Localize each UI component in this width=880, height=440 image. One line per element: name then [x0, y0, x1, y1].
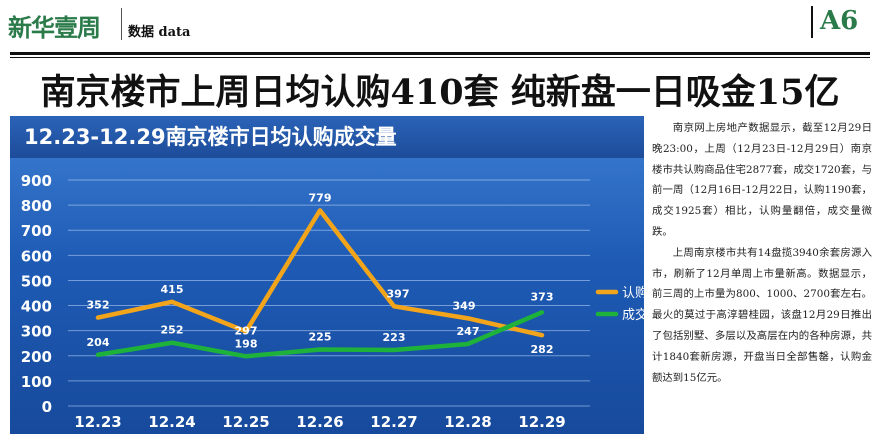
data-label: 779	[309, 191, 332, 204]
masthead: 新华壹周 数据 data A6	[0, 0, 880, 52]
legend-label: 认购	[622, 285, 644, 301]
x-tick-label: 12.25	[222, 413, 269, 431]
header-rule-thin	[10, 57, 870, 58]
legend-label: 成交	[622, 307, 644, 323]
y-tick-label: 300	[21, 323, 52, 341]
y-tick-label: 700	[21, 222, 52, 240]
page-number: A6	[820, 6, 859, 36]
data-label: 415	[161, 283, 184, 296]
header-rule-thick	[10, 52, 870, 55]
y-tick-label: 500	[21, 272, 52, 290]
y-tick-label: 400	[21, 298, 52, 316]
series-line-subscription	[95, 208, 545, 338]
section-label: 数据 data	[128, 25, 191, 40]
y-tick-label: 900	[21, 172, 52, 190]
page-number-divider	[811, 6, 813, 38]
data-label: 223	[383, 331, 406, 344]
y-tick-label: 0	[42, 398, 52, 416]
data-label: 225	[309, 331, 332, 344]
data-label: 204	[87, 336, 110, 349]
x-tick-label: 12.29	[518, 413, 565, 431]
data-label: 352	[87, 299, 110, 312]
chart-title-band	[10, 116, 644, 158]
data-label: 297	[235, 324, 258, 337]
x-tick-label: 12.27	[370, 413, 417, 431]
y-tick-label: 600	[21, 247, 52, 265]
x-tick-label: 12.24	[148, 413, 195, 431]
data-label: 198	[235, 337, 258, 350]
line-chart: 0 100 200 300 400 500 600 700 800 900 12.23 12.24 12…	[21, 172, 644, 431]
data-label: 282	[531, 343, 554, 356]
article-headline: 南京楼市上周日均认购410套 纯新盘一日吸金15亿	[40, 72, 840, 113]
y-tick-label: 100	[21, 373, 52, 391]
y-tick-label: 800	[21, 197, 52, 215]
line-chart-panel: 12.23-12.29南京楼市日均认购成交量 0 100 200 300 400 500 6…	[10, 116, 644, 434]
masthead-divider	[121, 8, 122, 40]
chart-title: 12.23-12.29南京楼市日均认购成交量	[24, 125, 397, 149]
article-paragraph: 上周南京楼市共有14盘揽3940余套房源入市，刷新了12月单周上市量新高。数据显…	[652, 246, 872, 384]
article-body: 南京网上房地产数据显示，截至12月29日晚23:00，上周（12月23日-12月…	[652, 118, 872, 388]
data-label: 252	[161, 324, 184, 337]
data-label: 349	[453, 299, 476, 312]
data-label: 397	[387, 287, 410, 300]
data-label: 373	[531, 290, 554, 303]
data-label: 247	[457, 325, 480, 338]
article-paragraph: 南京网上房地产数据显示，截至12月29日晚23:00，上周（12月23日-12月…	[652, 122, 872, 238]
y-tick-label: 200	[21, 348, 52, 366]
x-tick-label: 12.23	[74, 413, 121, 431]
series-line-deal	[95, 310, 545, 359]
newspaper-logo: 新华壹周	[8, 14, 101, 42]
x-tick-label: 12.26	[296, 413, 343, 431]
x-tick-label: 12.28	[444, 413, 491, 431]
